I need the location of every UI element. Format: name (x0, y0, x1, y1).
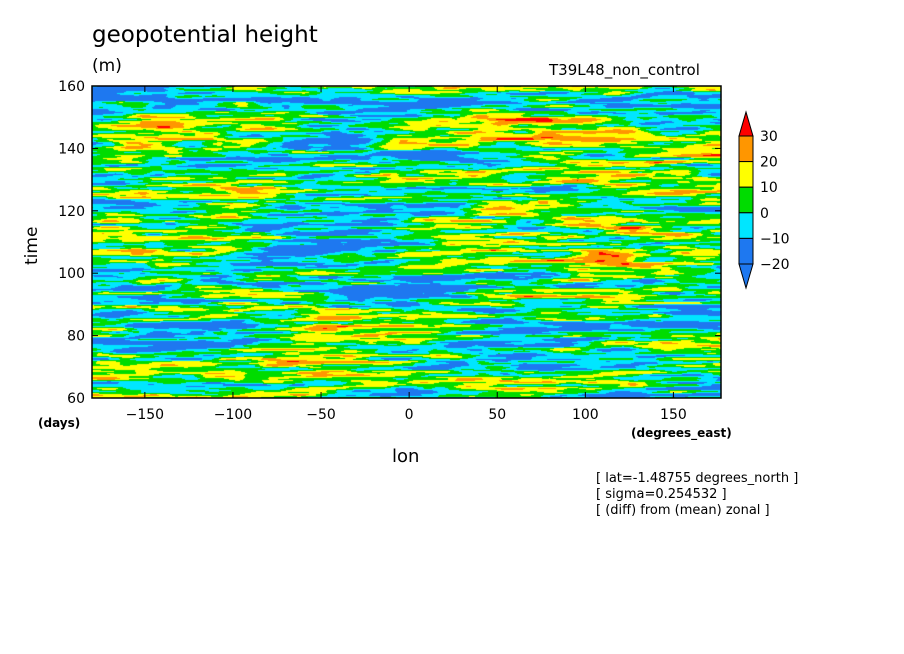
x-tick-label: −100 (214, 407, 252, 423)
y-tick-label: 140 (58, 141, 85, 157)
y-tick-label: 120 (58, 204, 85, 220)
colorbar-segment (738, 161, 754, 188)
note-sigma: [ sigma=0.254532 ] (596, 487, 727, 502)
x-tick-label: 100 (572, 407, 599, 423)
colorbar-segment (738, 237, 754, 265)
colorbar-label: 0 (760, 206, 769, 222)
heatmap-image (92, 86, 721, 398)
colorbar-label: 30 (760, 129, 778, 145)
y-axis-units: (days) (38, 416, 81, 430)
note-diff: [ (diff) from (mean) zonal ] (596, 503, 770, 518)
y-tick-label: 80 (67, 329, 85, 345)
y-axis: 60 80 100 120 140 160 (58, 79, 721, 407)
heatmap-field (92, 86, 721, 398)
y-axis-label: time (22, 226, 42, 265)
chart-subtitle: T39L48_non_control (549, 61, 700, 79)
chart-units: (m) (92, 56, 122, 76)
x-tick-label: 0 (405, 407, 414, 423)
x-tick-label: −50 (306, 407, 336, 423)
x-axis: −150 −100 −50 0 50 100 150 (126, 86, 687, 423)
colorbar-segment (738, 186, 754, 214)
colorbar-segment (738, 212, 754, 239)
colorbar-min-triangle (738, 263, 754, 290)
x-tick-label: 150 (660, 407, 687, 423)
colorbar-label: −10 (760, 231, 790, 247)
x-axis-units: (degrees_east) (631, 426, 732, 440)
colorbar-segment (738, 135, 754, 163)
x-tick-label: −150 (126, 407, 164, 423)
chart-title: geopotential height (92, 22, 318, 48)
note-latitude: [ lat=-1.48755 degrees_north ] (596, 471, 799, 486)
colorbar-max-triangle (738, 110, 754, 137)
plot-frame (91, 85, 722, 399)
x-axis-label: lon (392, 446, 420, 467)
colorbar-label: 20 (760, 155, 778, 171)
y-tick-label: 100 (58, 266, 85, 282)
colorbar-label: −20 (760, 257, 790, 273)
y-tick-label: 60 (67, 391, 85, 407)
x-tick-label: 50 (488, 407, 506, 423)
colorbar-label: 10 (760, 180, 778, 196)
colorbar: 30 20 10 0 −10 −20 (738, 110, 790, 290)
y-tick-label: 160 (58, 79, 85, 95)
